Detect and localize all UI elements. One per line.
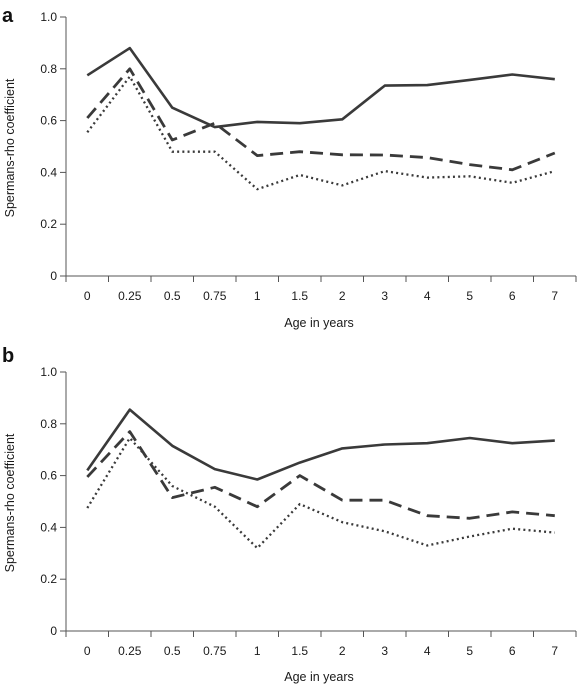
panel-a-x-tick-label: 5 — [466, 289, 473, 303]
panel-a-series-dashed-line — [86, 67, 556, 172]
panel-a-x-tick-label: 3 — [381, 289, 388, 303]
panel-a-y-tick-label: 0 — [50, 269, 57, 283]
panel-b-y-tick-label: 0 — [50, 624, 57, 638]
panel-a-x-tick-label: 2 — [339, 289, 346, 303]
panel-b-y-tick-label: 0.4 — [40, 520, 57, 534]
panel-b-x-tick-label: 5 — [466, 644, 473, 658]
panel-a-y-tick-label: 0.6 — [40, 114, 57, 128]
panel-b-x-tick-label: 2 — [339, 644, 346, 658]
panel-a-x-tick-label: 1.5 — [291, 289, 308, 303]
panel-a-y-tick-label: 0.2 — [40, 217, 57, 231]
panel-b: b Spermans-rho coefficient Age in years … — [2, 345, 577, 684]
panel-a-ticks: 0 0.2 0.4 0.6 0.8 1.0 0 0.25 0.5 0.75 1 1.5 2 3 4 5 6 7 — [40, 10, 577, 303]
panel-b-y-tick-label: 1.0 — [40, 365, 57, 379]
panel-b-y-tick-label: 0.6 — [40, 469, 57, 483]
panel-b-x-tick-label: 0.75 — [203, 644, 227, 658]
panel-b-x-tick-label: 0 — [84, 644, 91, 658]
panel-b-series-dotted-line — [86, 436, 555, 550]
panel-b-x-tick-label: 0.5 — [164, 644, 181, 658]
panel-a-y-tick-label: 1.0 — [40, 10, 57, 24]
panel-a-series-solid-line — [86, 46, 555, 129]
panel-b-y-axis-title: Spermans-rho coefficient — [3, 433, 17, 572]
panel-b-x-axis-title: Age in years — [284, 670, 353, 684]
panel-b-y-tick-label: 0.8 — [40, 417, 57, 431]
panel-b-ticks: 0 0.2 0.4 0.6 0.8 1.0 0 0.25 0.5 0.75 1 1.5 2 3 4 5 6 7 — [40, 365, 577, 658]
panel-a-y-tick-label: 0.4 — [40, 165, 57, 179]
panel-b-series-solid-line — [86, 408, 555, 481]
panel-b-series-dashed-line — [86, 430, 555, 520]
panel-a-y-axis-title: Spermans-rho coefficient — [3, 78, 17, 217]
panel-a-x-tick-label: 0.5 — [164, 289, 181, 303]
panel-a-x-tick-label: 0.75 — [203, 289, 227, 303]
panel-b-x-tick-label: 4 — [424, 644, 431, 658]
panel-a-series — [86, 46, 556, 191]
panel-b-x-tick-label: 1 — [254, 644, 261, 658]
panel-a-series-dotted-line — [86, 75, 556, 191]
panel-a-y-tick-label: 0.8 — [40, 62, 57, 76]
panel-a-x-tick-label: 0 — [84, 289, 91, 303]
panel-b-x-tick-label: 7 — [551, 644, 558, 658]
panel-a-label: a — [2, 5, 14, 27]
panel-a-x-tick-label: 1 — [254, 289, 261, 303]
panel-b-x-tick-label: 6 — [509, 644, 516, 658]
panel-a-x-tick-label: 6 — [509, 289, 516, 303]
panel-a-x-axis-title: Age in years — [284, 316, 353, 330]
panel-b-x-tick-label: 0.25 — [118, 644, 142, 658]
panel-b-series — [86, 408, 555, 550]
panel-a-x-tick-label: 0.25 — [118, 289, 142, 303]
panel-b-x-tick-label: 1.5 — [291, 644, 308, 658]
panel-b-y-tick-label: 0.2 — [40, 572, 57, 586]
panel-a: a Spermans-rho coefficient Age in years … — [2, 5, 577, 330]
panel-b-label: b — [2, 345, 14, 367]
panel-b-x-tick-label: 3 — [381, 644, 388, 658]
panel-a-x-tick-label: 4 — [424, 289, 431, 303]
panel-a-x-tick-label: 7 — [551, 289, 558, 303]
